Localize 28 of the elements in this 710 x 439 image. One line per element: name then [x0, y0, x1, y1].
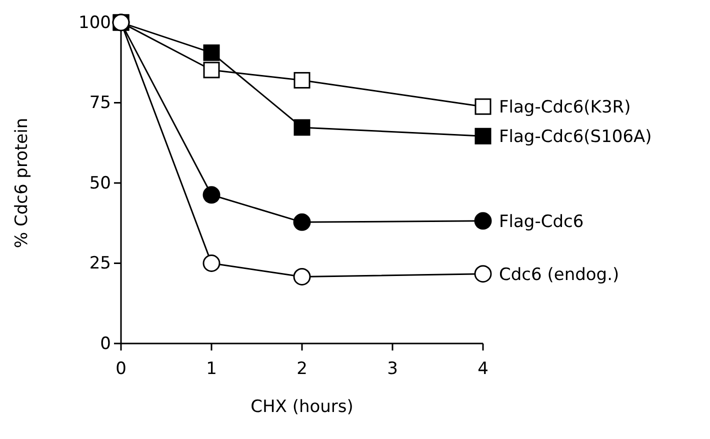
point: [474, 128, 492, 144]
x-tick-label: 0: [116, 358, 126, 379]
y-tick-label: 0: [100, 334, 111, 354]
x-tick-label: 1: [206, 358, 217, 379]
point: [293, 213, 311, 231]
x-tick-label: 4: [478, 358, 488, 379]
point: [474, 212, 492, 230]
y-tick-label: 75: [89, 93, 111, 114]
point: [474, 98, 492, 115]
x-tick-label: 3: [387, 358, 398, 379]
point: [203, 44, 220, 61]
y-tick-label: 25: [89, 254, 111, 274]
series-label: Flag-Cdc6: [499, 212, 584, 232]
x-axis-title: CHX (hours): [250, 397, 354, 417]
y-tick-label: 50: [89, 173, 111, 194]
point: [203, 62, 220, 78]
series-label: Flag-Cdc6(S106A): [499, 127, 652, 148]
point: [474, 265, 492, 283]
y-axis-title: % Cdc6 protein: [12, 118, 32, 248]
point: [202, 186, 220, 204]
point: [293, 268, 311, 286]
point: [294, 119, 310, 136]
x-tick-label: 2: [296, 358, 308, 379]
point: [202, 254, 220, 272]
point: [294, 72, 310, 89]
series-label: Flag-Cdc6(K3R): [499, 98, 631, 118]
series-label: Cdc6 (endog.): [499, 264, 620, 285]
y-tick-label: 100: [78, 12, 111, 33]
